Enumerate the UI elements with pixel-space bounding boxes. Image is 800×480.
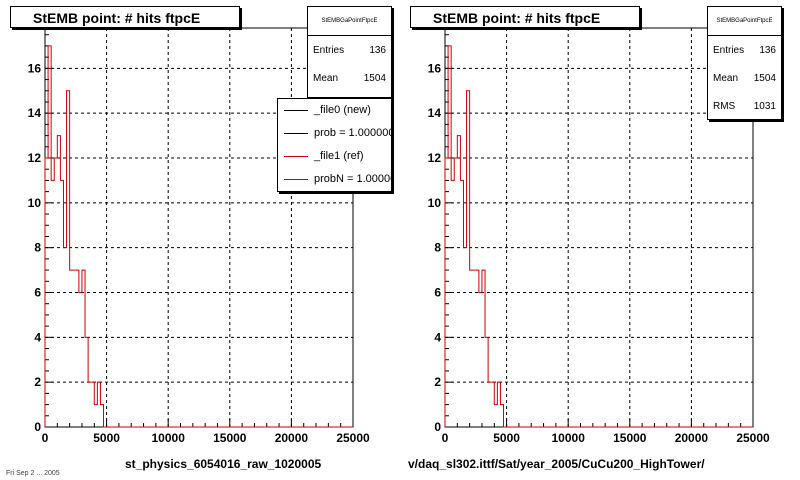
right-panel-title: StEMB point: # hits ftpcE	[410, 6, 640, 28]
left-x-axis-title: st_physics_6054016_raw_1020005	[125, 457, 322, 471]
left-y-tick-label-0: 0	[34, 420, 41, 434]
left-stats-header: StEMBGaPointFtpcE	[308, 7, 391, 36]
right-panel-title-text: StEMB point: # hits ftpcE	[433, 10, 601, 26]
right-stats-entries-value: 136	[759, 44, 776, 56]
right-x-tick-label-0: 0	[442, 431, 449, 445]
legend-entry-prob: prob = 1.000000	[278, 122, 391, 145]
right-x-tick-label-5000: 5000	[493, 431, 520, 445]
right-x-axis-title: v/daq_sl302.ittf/Sat/year_2005/CuCu200_H…	[408, 457, 705, 471]
right-y-tick-label-0: 0	[434, 420, 441, 434]
left-y-tick-label-14: 14	[28, 106, 42, 120]
right-y-tick-label-2: 2	[434, 375, 441, 389]
left-y-tick-label-2: 2	[34, 375, 41, 389]
legend-swatch-file0	[284, 110, 308, 111]
left-x-tick-label-20000: 20000	[275, 431, 309, 445]
left-panel-title-text: StEMB point: # hits ftpcE	[33, 10, 201, 26]
legend-entry-file0: _file0 (new)	[278, 99, 391, 122]
right-stats-mean-value: 1504	[753, 72, 776, 84]
left-stats-mean-value: 1504	[363, 72, 386, 84]
legend-swatch-probn	[284, 179, 308, 180]
legend-label-probn: probN = 1.000000	[314, 173, 391, 185]
right-y-tick-label-16: 16	[428, 61, 442, 75]
legend-swatch-file1	[284, 156, 308, 157]
right-x-tick-label-15000: 15000	[613, 431, 647, 445]
legend-label-prob: prob = 1.000000	[314, 127, 392, 139]
right-y-tick-label-8: 8	[434, 241, 441, 255]
legend-entry-probn: probN = 1.000000	[278, 168, 391, 191]
right-y-tick-label-12: 12	[428, 151, 442, 165]
left-x-tick-label-25000: 25000	[336, 431, 370, 445]
legend-label-file0: _file0 (new)	[314, 104, 371, 116]
right-x-tick-label-10000: 10000	[552, 431, 586, 445]
legend-entry-file1: _file1 (ref)	[278, 145, 391, 168]
right-stats-row-entries: Entries 136	[708, 36, 781, 64]
right-plot-frame	[444, 27, 754, 428]
left-y-tick-label-6: 6	[34, 286, 41, 300]
left-stats-row-entries: Entries 136	[308, 36, 391, 64]
right-stats-rms-label: RMS	[713, 100, 736, 112]
right-y-tick-label-14: 14	[428, 106, 442, 120]
legend-label-file1: _file1 (ref)	[314, 150, 364, 162]
right-stats-row-rms: RMS 1031	[708, 92, 781, 120]
left-panel-title: StEMB point: # hits ftpcE	[10, 6, 240, 28]
left-x-tick-label-0: 0	[42, 431, 49, 445]
left-y-tick-label-12: 12	[28, 151, 42, 165]
left-x-tick-label-15000: 15000	[213, 431, 247, 445]
footer-timestamp: Fri Sep 2 ... 2005	[6, 470, 60, 477]
right-x-tick-label-25000: 25000	[736, 431, 770, 445]
right-stats-header: StEMBGaPointFtpcE	[708, 7, 781, 36]
right-stats-entries-label: Entries	[713, 44, 745, 56]
right-stats-rms-value: 1031	[753, 100, 776, 112]
right-stats-mean-label: Mean	[713, 72, 739, 84]
left-histogram-panel: 0 5000 10000 15000 20000 25000 0 2 4 6 8 10 12 14 16	[28, 27, 370, 445]
right-x-tick-label-20000: 20000	[675, 431, 709, 445]
left-y-tick-label-10: 10	[28, 196, 42, 210]
right-stats-box: StEMBGaPointFtpcE Entries 136 Mean 1504 …	[707, 6, 782, 120]
left-plot-frame	[44, 27, 354, 428]
left-y-tick-label-8: 8	[34, 241, 41, 255]
left-x-tick-label-5000: 5000	[93, 431, 120, 445]
left-stats-mean-label: Mean	[313, 72, 339, 84]
left-stats-row-mean: Mean 1504	[308, 64, 391, 92]
left-stats-entries-value: 136	[369, 44, 386, 56]
right-stats-row-mean: Mean 1504	[708, 64, 781, 92]
right-y-tick-label-10: 10	[428, 196, 442, 210]
legend-swatch-prob	[284, 133, 308, 134]
left-stats-box: StEMBGaPointFtpcE Entries 136 Mean 1504	[307, 6, 392, 98]
left-stats-entries-label: Entries	[313, 44, 345, 56]
left-y-tick-label-16: 16	[28, 61, 42, 75]
right-y-tick-label-4: 4	[434, 330, 441, 344]
left-y-tick-label-4: 4	[34, 330, 41, 344]
left-legend: _file0 (new) prob = 1.000000 _file1 (ref…	[277, 98, 392, 192]
right-histogram-series-ref	[444, 45, 753, 428]
left-x-tick-label-10000: 10000	[152, 431, 186, 445]
right-y-tick-label-6: 6	[434, 286, 441, 300]
right-histogram-panel: 0 5000 10000 15000 20000 25000 0 2 4 6 8 10 12 14 16	[428, 27, 770, 445]
left-histogram-series-ref	[44, 45, 353, 428]
